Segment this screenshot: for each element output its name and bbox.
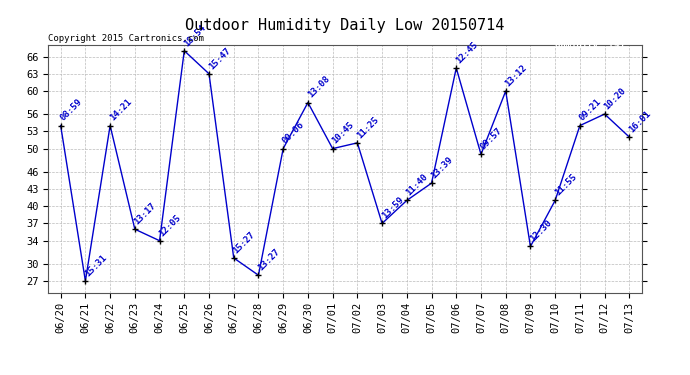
Text: 11:25: 11:25 xyxy=(355,115,380,140)
Text: 15:31: 15:31 xyxy=(83,253,108,278)
Text: 15:47: 15:47 xyxy=(207,46,232,71)
Text: 09:21: 09:21 xyxy=(578,98,603,123)
Text: 00:06: 00:06 xyxy=(281,120,306,146)
Text: 13:27: 13:27 xyxy=(256,247,282,273)
Text: 12:05: 12:05 xyxy=(157,213,183,238)
Text: 10:20: 10:20 xyxy=(602,86,628,111)
Text: 13:12: 13:12 xyxy=(504,63,529,88)
Text: 10:45: 10:45 xyxy=(331,120,356,146)
Text: 12:45: 12:45 xyxy=(454,40,480,65)
Text: 13:17: 13:17 xyxy=(132,201,158,226)
Text: 08:59: 08:59 xyxy=(59,98,83,123)
Text: 11:40: 11:40 xyxy=(404,172,430,198)
Text: 11:55: 11:55 xyxy=(553,172,578,198)
Text: 15:27: 15:27 xyxy=(232,230,257,255)
Text: 13:59: 13:59 xyxy=(380,195,405,220)
Text: 16:01: 16:01 xyxy=(627,109,653,134)
Text: 18:54: 18:54 xyxy=(182,22,208,48)
Text: 14:21: 14:21 xyxy=(108,98,133,123)
Text: 13:08: 13:08 xyxy=(306,74,331,100)
Title: Outdoor Humidity Daily Low 20150714: Outdoor Humidity Daily Low 20150714 xyxy=(186,18,504,33)
Text: 09:57: 09:57 xyxy=(479,126,504,152)
Text: 12:30: 12:30 xyxy=(529,218,553,244)
Text: 13:39: 13:39 xyxy=(429,155,455,180)
Text: Copyright 2015 Cartronics.com: Copyright 2015 Cartronics.com xyxy=(48,33,204,42)
